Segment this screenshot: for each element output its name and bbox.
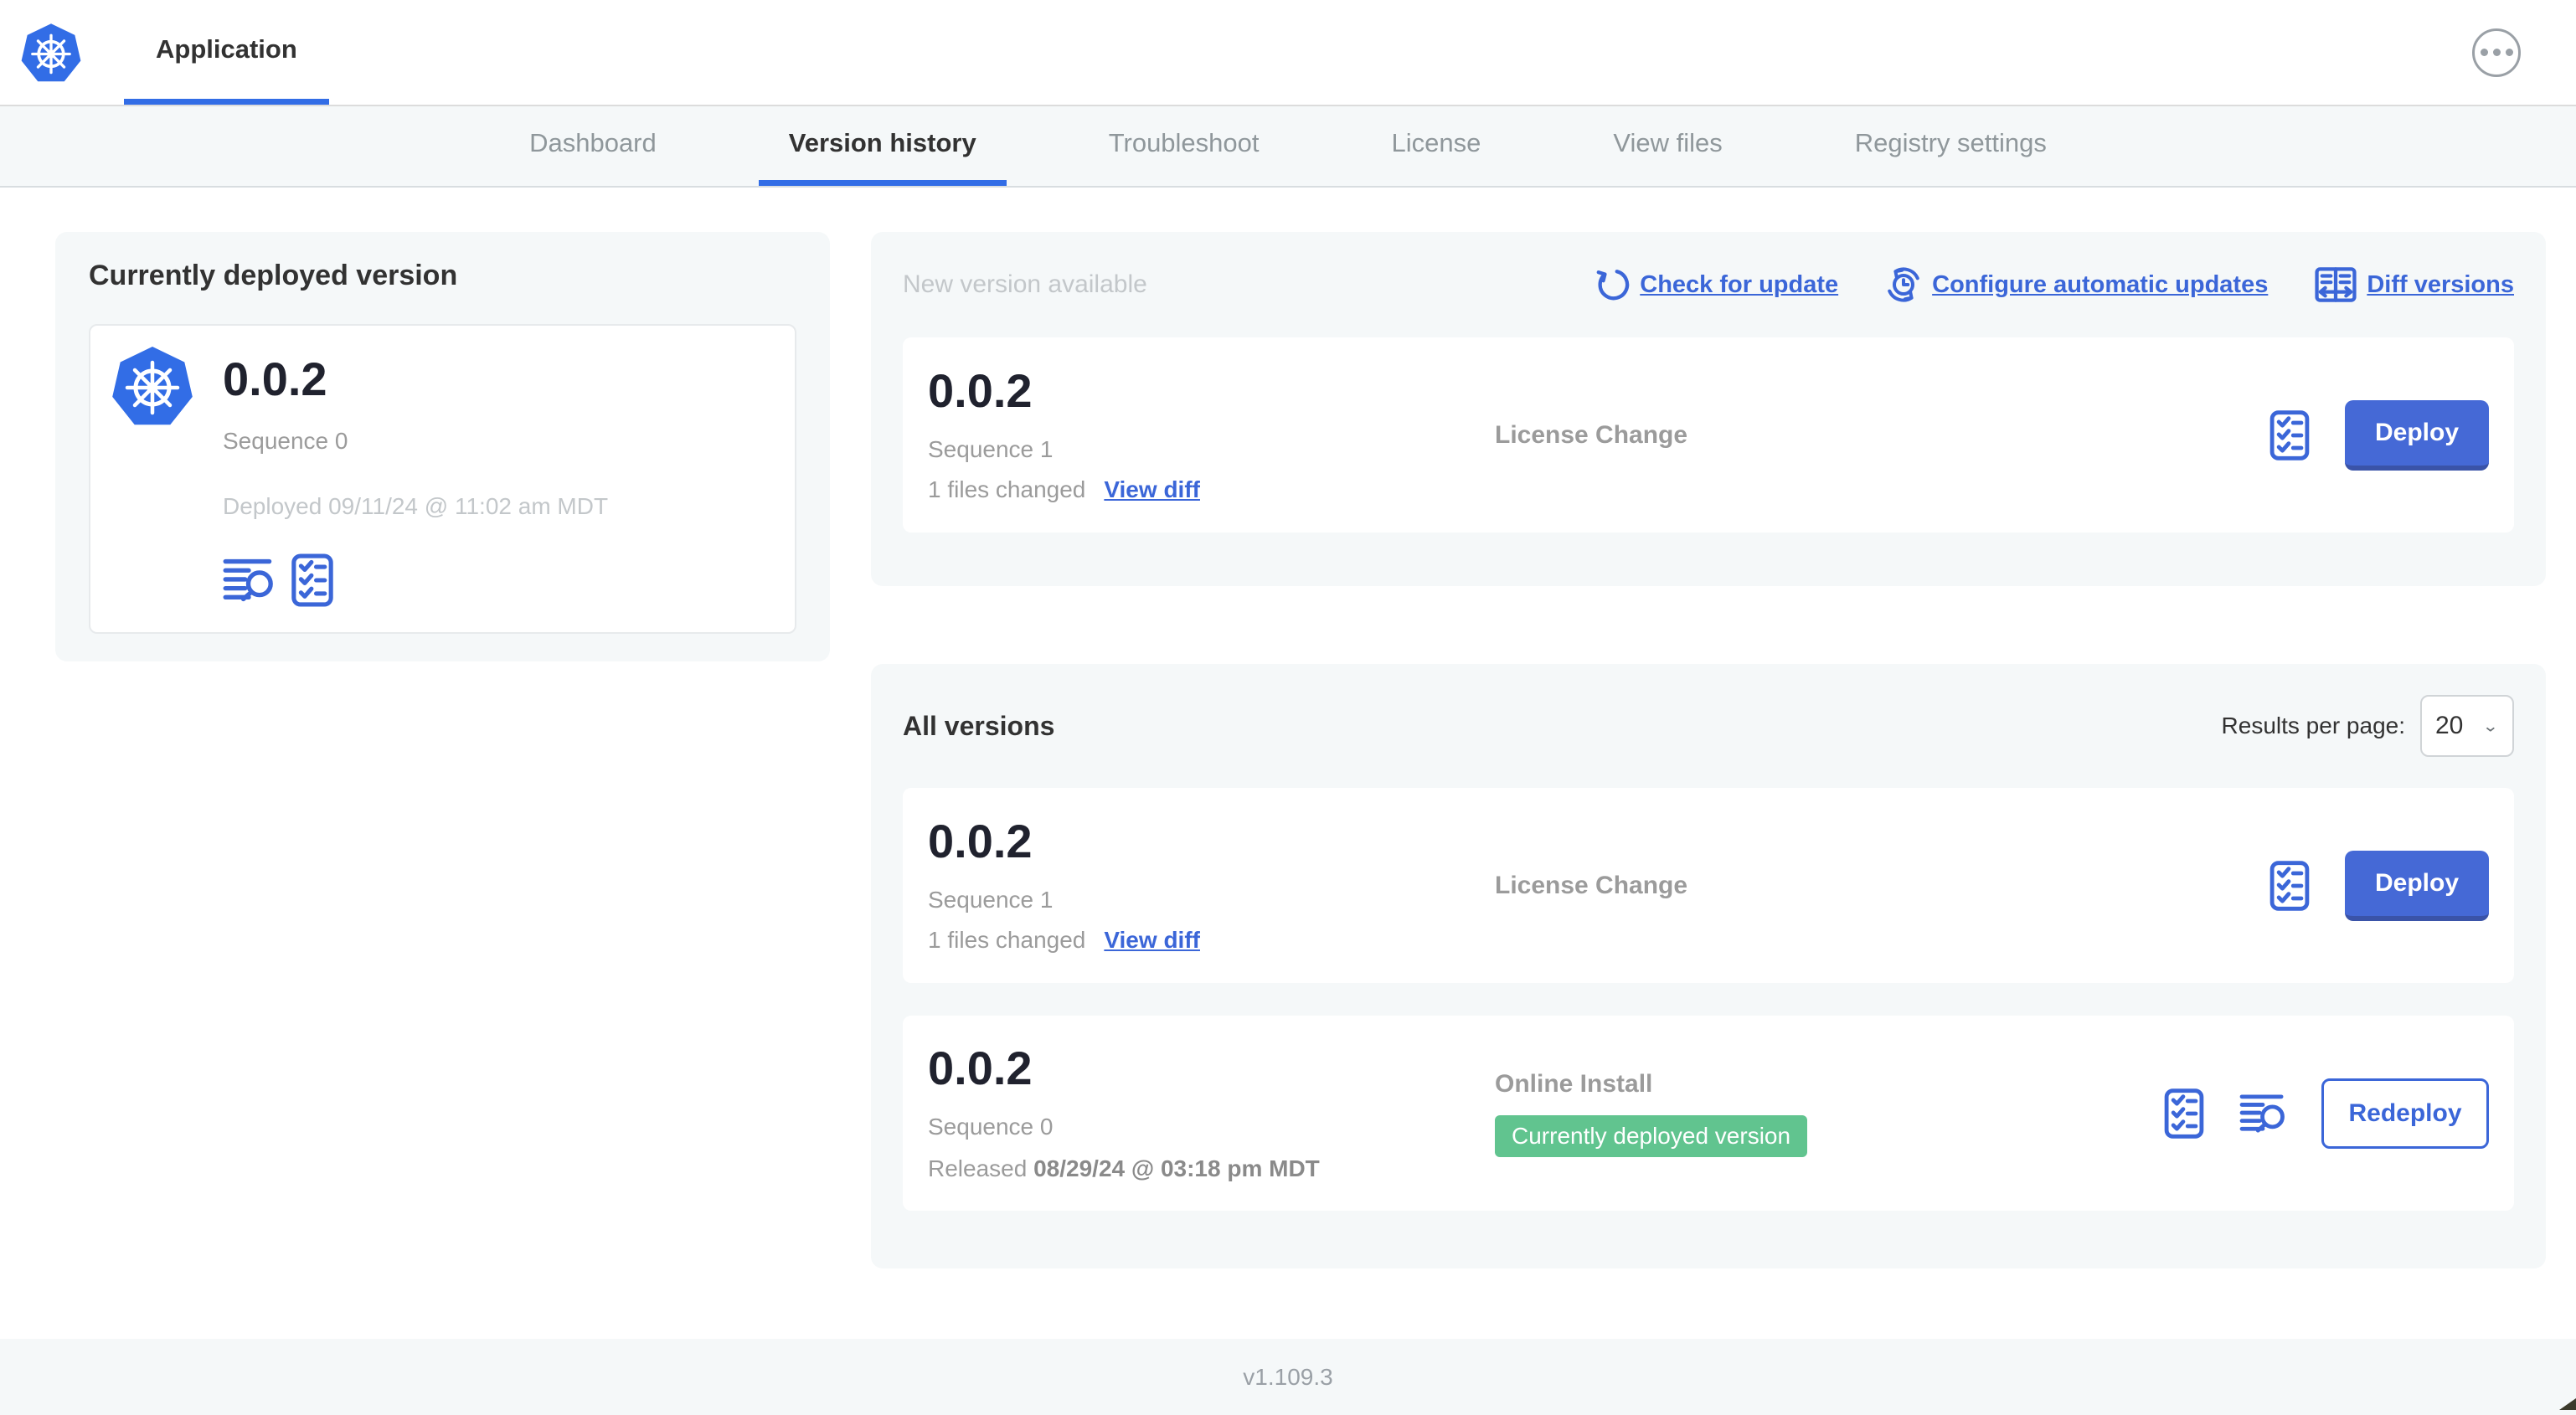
deploy-button[interactable]: Deploy <box>2345 399 2489 471</box>
currently-deployed-card: 0.0.2 Sequence 0 Deployed 09/11/24 @ 11:… <box>89 324 796 634</box>
change-type-label: License Change <box>1495 420 1688 449</box>
chevron-down-icon: ⌄ <box>2481 717 2499 735</box>
configure-automatic-updates-link[interactable]: Configure automatic updates <box>1885 266 2268 303</box>
new-version-row: 0.0.2 Sequence 1 1 files changed View di… <box>903 337 2514 533</box>
view-config-checklist-icon[interactable] <box>2164 1088 2204 1139</box>
kubernetes-app-icon <box>111 344 194 428</box>
change-type-label: License Change <box>1495 871 1688 899</box>
currently-deployed-badge: Currently deployed version <box>1495 1114 1808 1157</box>
files-changed-text: 1 files changed <box>928 926 1086 953</box>
app-footer: v1.109.3 <box>0 1339 2576 1415</box>
refresh-icon <box>1595 267 1630 302</box>
tab-dashboard[interactable]: Dashboard <box>529 128 657 157</box>
row-version-number: 0.0.2 <box>928 814 1033 867</box>
tab-troubleshoot[interactable]: Troubleshoot <box>1108 128 1260 157</box>
row-sequence: Sequence 1 <box>928 435 1054 462</box>
app-subnav: Dashboard Version history Troubleshoot L… <box>0 106 2576 188</box>
kubernetes-logo <box>19 21 83 84</box>
view-config-checklist-icon[interactable] <box>2269 410 2310 461</box>
view-config-checklist-icon[interactable] <box>2269 861 2310 911</box>
deploy-button[interactable]: Deploy <box>2345 850 2489 921</box>
tab-application[interactable]: Application <box>124 0 329 105</box>
files-changed-text: 1 files changed <box>928 476 1086 502</box>
redeploy-button[interactable]: Redeploy <box>2321 1078 2489 1149</box>
all-versions-panel: All versions Results per page: 20 ⌄ 0.0.… <box>871 664 2546 1268</box>
diff-versions-link[interactable]: Diff versions <box>2315 267 2514 302</box>
view-diff-link[interactable]: View diff <box>1104 476 1200 502</box>
currently-deployed-panel: Currently deployed version 0.0.2 Sequenc… <box>55 232 830 661</box>
view-config-checklist-icon[interactable] <box>291 553 333 607</box>
view-deploy-logs-icon[interactable] <box>223 558 275 603</box>
header-spacer <box>329 0 2472 105</box>
row-released-date: Released 08/29/24 @ 03:18 pm MDT <box>928 1155 1320 1181</box>
overflow-menu-button[interactable] <box>2472 28 2521 77</box>
app-header: Application <box>0 0 2576 106</box>
version-row: 0.0.2 Sequence 0 Released 08/29/24 @ 03:… <box>903 1016 2514 1211</box>
view-diff-link[interactable]: View diff <box>1104 926 1200 953</box>
main-content: Currently deployed version 0.0.2 Sequenc… <box>0 188 2576 1268</box>
results-per-page-label: Results per page: <box>2221 713 2405 738</box>
current-version-number: 0.0.2 <box>223 352 327 405</box>
ellipsis-icon <box>2480 49 2488 56</box>
clock-refresh-icon <box>1885 266 1922 303</box>
row-divider-gap <box>903 983 2514 1016</box>
all-versions-title: All versions <box>903 710 1055 741</box>
install-type-label: Online Install <box>1495 1069 1653 1098</box>
version-history-column: New version available Check for update C… <box>871 232 2546 1268</box>
check-for-update-link[interactable]: Check for update <box>1595 267 1838 302</box>
app-tab-label: Application <box>156 34 297 64</box>
row-sequence: Sequence 0 <box>928 1113 1054 1140</box>
view-deploy-logs-icon[interactable] <box>2239 1093 2286 1134</box>
current-version-deployed-date: Deployed 09/11/24 @ 11:02 am MDT <box>223 493 609 519</box>
tab-registry-settings[interactable]: Registry settings <box>1854 128 2047 157</box>
version-row: 0.0.2 Sequence 1 1 files changed View di… <box>903 788 2514 983</box>
console-version: v1.109.3 <box>1243 1363 1333 1390</box>
row-sequence: Sequence 1 <box>928 886 1054 913</box>
new-version-title: New version available <box>903 270 1147 298</box>
currently-deployed-title: Currently deployed version <box>89 260 458 291</box>
new-version-panel: New version available Check for update C… <box>871 232 2546 586</box>
row-version-number: 0.0.2 <box>928 363 1033 417</box>
diff-columns-icon <box>2315 267 2357 302</box>
results-per-page-select[interactable]: 20 ⌄ <box>2420 695 2514 757</box>
current-version-sequence: Sequence 0 <box>223 428 348 454</box>
tab-view-files[interactable]: View files <box>1613 128 1723 157</box>
tab-license[interactable]: License <box>1391 128 1481 157</box>
tab-version-history[interactable]: Version history <box>758 106 1007 186</box>
row-version-number: 0.0.2 <box>928 1041 1033 1094</box>
